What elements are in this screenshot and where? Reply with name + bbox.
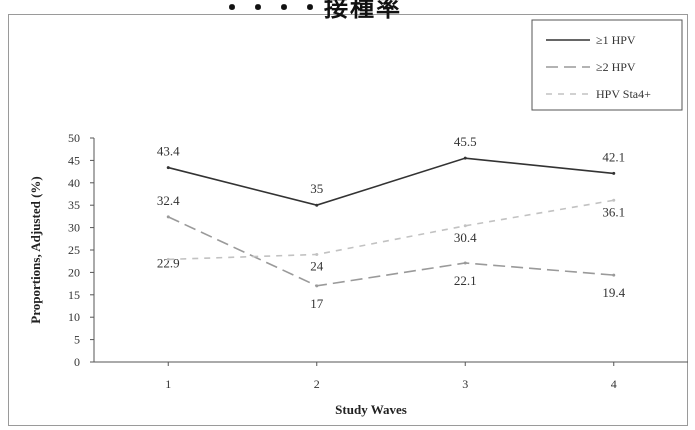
data-point [315, 252, 319, 256]
y-tick-label: 30 [68, 221, 80, 235]
data-point [166, 215, 170, 219]
data-point [166, 166, 170, 170]
y-tick-label: 25 [68, 243, 80, 257]
chart-title: ・・・・接種率 [220, 0, 402, 22]
y-tick-label: 40 [68, 176, 80, 190]
y-tick-label: 45 [68, 153, 80, 167]
data-point [463, 261, 467, 265]
y-axis-title: Proportions, Adjusted (%) [28, 176, 43, 323]
y-tick-label: 0 [74, 355, 80, 369]
data-point [315, 284, 319, 288]
data-point [166, 257, 170, 261]
legend-entry: ≥2 HPV [596, 60, 636, 74]
y-tick-label: 10 [68, 310, 80, 324]
x-tick-label: 3 [462, 377, 468, 391]
x-tick-label: 1 [165, 377, 171, 391]
data-label: 22.9 [157, 255, 180, 270]
data-label: 45.5 [454, 134, 477, 149]
data-label: 19.4 [602, 285, 625, 300]
legend-entry: HPV Sta4+ [596, 87, 651, 101]
x-tick-label: 4 [611, 377, 617, 391]
y-tick-label: 50 [68, 131, 80, 145]
y-tick-label: 20 [68, 265, 80, 279]
y-tick-label: 15 [68, 288, 80, 302]
data-point [612, 171, 616, 175]
data-point [612, 198, 616, 202]
legend-entry: ≥1 HPV [596, 33, 636, 47]
data-label: 17 [310, 296, 324, 311]
series-line-0 [168, 157, 614, 207]
x-tick-label: 2 [314, 377, 320, 391]
data-label: 42.1 [602, 149, 625, 164]
data-point [315, 203, 319, 207]
x-axis-title: Study Waves [335, 402, 407, 417]
data-label: 35 [310, 181, 323, 196]
data-point [463, 156, 467, 160]
data-point [463, 224, 467, 228]
data-label: 24 [310, 258, 324, 273]
series-line-1 [167, 216, 614, 287]
y-tick-label: 35 [68, 198, 80, 212]
data-label: 22.1 [454, 273, 477, 288]
legend-box [531, 19, 683, 111]
series-line-2 [168, 199, 614, 261]
data-point [612, 273, 616, 277]
data-label: 43.4 [157, 144, 180, 159]
y-tick-label: 5 [74, 333, 80, 347]
data-label: 36.1 [602, 204, 625, 219]
data-label: 30.4 [454, 230, 477, 245]
data-label: 32.4 [157, 193, 180, 208]
